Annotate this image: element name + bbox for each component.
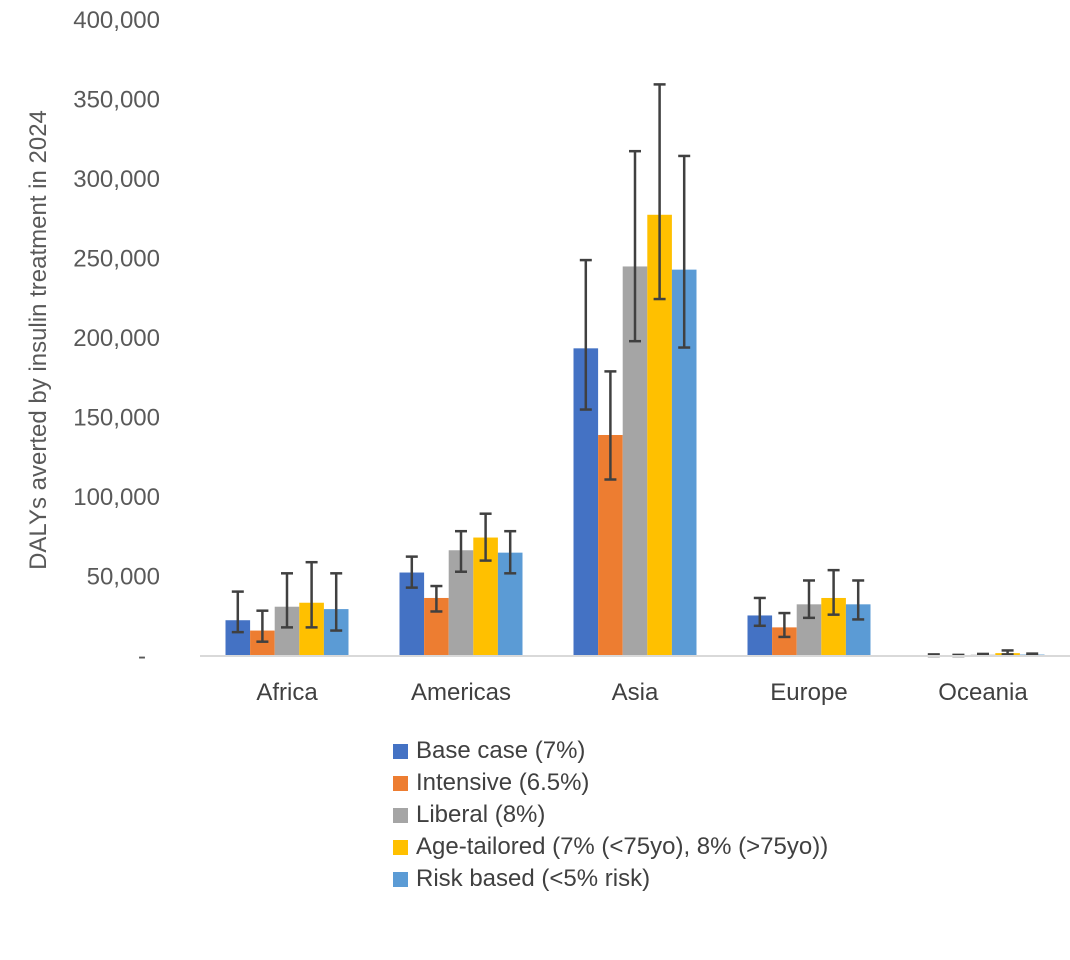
legend-swatch [393,839,408,855]
category-label: Europe [770,679,847,706]
error-bar [504,529,517,575]
error-bar [653,83,666,301]
error-bar [281,572,293,629]
error-bar [256,609,269,643]
error-bar [852,579,865,621]
error-bar [305,560,318,629]
bars [225,214,1045,656]
legend-label: Age-tailored (7% (<75yo), 8% (>75yo)) [416,833,829,860]
error-bar [604,370,617,481]
legend-swatch [393,743,408,759]
error-bar [778,611,791,639]
y-tick-label: - [138,643,146,670]
category-label: Americas [411,679,511,706]
y-tick-label: 200,000 [73,325,160,352]
error-bar [629,149,641,343]
error-bar [579,258,592,411]
error-bar [803,579,815,620]
y-tick-label: 300,000 [73,166,160,193]
error-bar [753,596,766,628]
y-tick-label: 400,000 [73,7,160,34]
y-axis-ticks: - 50,000 100,000 150,000 200,000 250,000 300,0… [73,7,160,670]
legend-label: Liberal (8%) [416,801,546,828]
error-bar [678,154,691,349]
error-bar [231,590,244,634]
legend-item: Risk based (<5% risk) [393,863,828,895]
error-bar [430,584,443,613]
legend-swatch [393,775,408,791]
y-tick-label: 100,000 [73,484,160,511]
legend-label: Base case (7%) [416,737,586,764]
category-label: Africa [256,679,318,706]
y-axis-label: DALYs averted by insulin treatment in 20… [25,110,52,570]
error-bar [479,512,492,562]
error-bar [405,555,418,589]
error-bar [1001,649,1014,656]
legend-item: Age-tailored (7% (<75yo), 8% (>75yo)) [393,831,828,863]
legend-swatch [393,871,408,887]
category-label: Oceania [938,679,1028,706]
y-tick-label: 50,000 [87,564,160,591]
y-tick-label: 150,000 [73,405,160,432]
legend: Base case (7%) Intensive (6.5%) Liberal (8… [393,735,828,895]
legend-label: Risk based (<5% risk) [416,865,651,892]
error-bar [827,568,840,616]
y-tick-label: 250,000 [73,246,160,273]
category-label: Asia [612,679,659,706]
legend-item: Base case (7%) [393,735,828,767]
y-tick-label: 350,000 [73,87,160,114]
error-bars [231,83,1039,658]
legend-label: Intensive (6.5%) [416,769,590,796]
legend-item: Intensive (6.5%) [393,767,828,799]
chart: - 50,000 100,000 150,000 200,000 250,000 300,0… [25,7,1070,706]
category-labels: Africa Americas Asia Europe Oceania [256,679,1028,706]
legend-swatch [393,807,408,823]
error-bar [455,529,467,573]
legend-item: Liberal (8%) [393,799,828,831]
error-bar [330,572,343,632]
